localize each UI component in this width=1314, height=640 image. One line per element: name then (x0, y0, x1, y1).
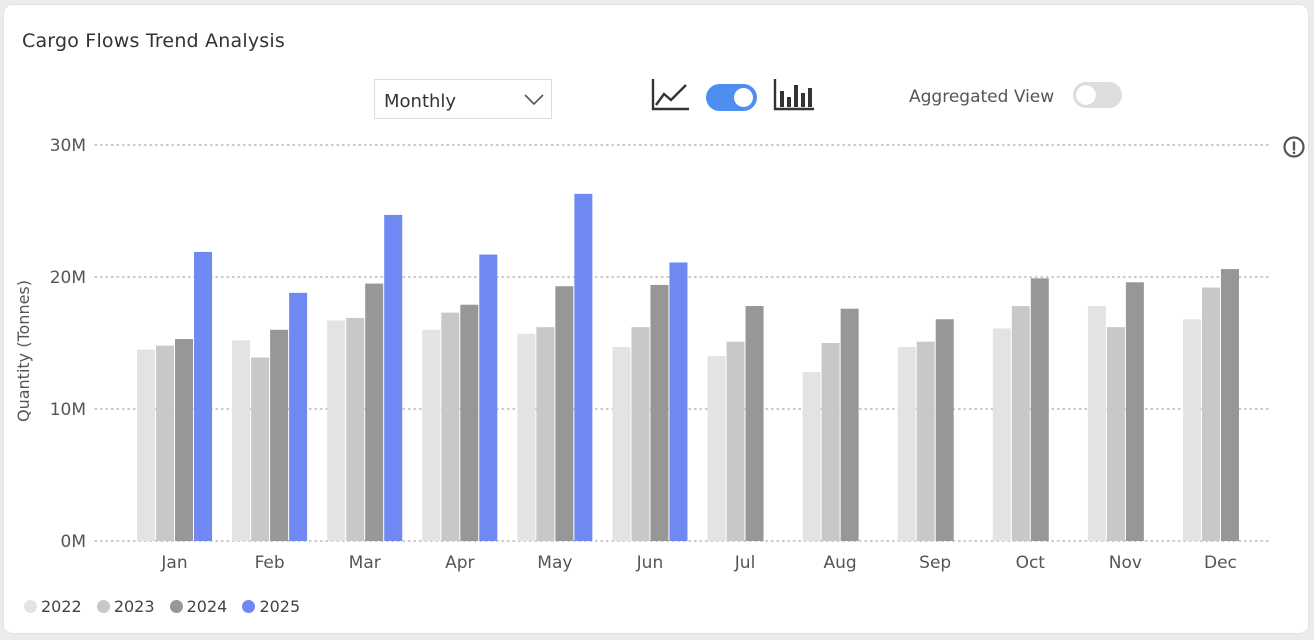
legend-label: 2024 (186, 597, 228, 616)
x-tick-label: Jun (636, 553, 664, 573)
bar-2025-may (574, 193, 593, 541)
bar-2023-jul (726, 341, 745, 541)
info-icon[interactable] (1282, 135, 1306, 159)
bar-2022-jul (707, 356, 726, 541)
x-tick-label: Dec (1204, 553, 1237, 573)
bar-2024-apr (460, 304, 479, 541)
x-tick-label: Aug (824, 553, 857, 573)
period-dropdown[interactable]: Monthly (374, 79, 552, 119)
bar-2025-apr (479, 254, 498, 541)
x-tick-label: Sep (919, 553, 951, 573)
bar-2025-jun (669, 262, 688, 541)
bar-2023-may (536, 327, 555, 541)
bar-2024-nov (1125, 282, 1144, 541)
chevron-down-icon (524, 94, 544, 106)
x-tick-label: Nov (1109, 553, 1142, 573)
bar-2024-jun (650, 284, 669, 541)
chart-legend: 2022 2023 2024 2025 (24, 596, 310, 620)
chart-type-toggle[interactable] (706, 84, 757, 111)
y-tick-label: 0M (61, 532, 86, 552)
bar-2024-mar (365, 283, 384, 541)
legend-swatch (242, 600, 256, 613)
legend-item-2022[interactable]: 2022 (24, 596, 82, 616)
bar-2024-may (555, 286, 574, 541)
bar-2023-dec (1201, 287, 1220, 541)
bar-2024-jan (175, 339, 194, 541)
bar-2024-aug (840, 308, 859, 541)
chart-title: Cargo Flows Trend Analysis (22, 30, 285, 52)
bar-2024-feb (270, 329, 289, 541)
x-tick-label: Mar (349, 553, 381, 573)
x-tick-label: May (537, 553, 572, 573)
bar-2022-feb (232, 340, 251, 541)
y-tick-label: 30M (50, 136, 86, 156)
x-tick-label: Jul (734, 553, 756, 573)
bar-2022-aug (802, 372, 821, 541)
bar-2022-nov (1087, 306, 1106, 541)
legend-label: 2025 (259, 597, 301, 616)
bar-2023-mar (346, 317, 365, 541)
bar-chart-icon[interactable] (772, 77, 816, 113)
bar-2025-mar (384, 214, 403, 541)
x-tick-label: Jan (160, 553, 187, 573)
toggle-knob (1076, 85, 1096, 105)
bar-2025-feb (289, 292, 308, 541)
y-tick-label: 10M (50, 400, 86, 420)
aggregated-view-label: Aggregated View (909, 87, 1055, 107)
legend-item-2025[interactable]: 2025 (242, 596, 300, 616)
legend-item-2023[interactable]: 2023 (96, 596, 155, 616)
bar-2023-aug (821, 343, 840, 541)
bar-2023-oct (1011, 306, 1030, 541)
bar-2024-dec (1220, 269, 1239, 541)
bar-2023-sep (916, 341, 935, 541)
bar-2025-jan (194, 251, 213, 542)
bar-2024-sep (935, 319, 954, 541)
bar-2023-apr (441, 312, 460, 541)
legend-swatch (96, 600, 110, 613)
legend-label: 2023 (113, 597, 155, 616)
bar-2022-jan (137, 349, 156, 541)
bar-2022-mar (327, 320, 346, 541)
bar-2022-dec (1182, 319, 1201, 541)
bar-2022-may (517, 333, 536, 541)
aggregated-view-toggle[interactable] (1073, 82, 1122, 108)
x-tick-label: Oct (1016, 553, 1046, 573)
legend-label: 2022 (41, 597, 82, 616)
legend-swatch (24, 600, 37, 613)
period-dropdown-value: Monthly (384, 91, 457, 112)
bar-2022-jun (612, 346, 631, 541)
x-tick-label: Feb (255, 553, 285, 573)
bar-2023-nov (1106, 327, 1125, 541)
bar-2023-jan (156, 345, 175, 541)
y-tick-label: 20M (50, 268, 86, 288)
bar-2024-jul (745, 306, 764, 541)
bar-2022-sep (897, 346, 916, 541)
legend-swatch (169, 600, 183, 613)
bar-2022-apr (422, 329, 441, 541)
line-chart-icon[interactable] (649, 77, 691, 113)
x-tick-label: Apr (445, 553, 474, 573)
bar-2022-oct (992, 328, 1011, 541)
toggle-knob (734, 88, 753, 107)
bar-2023-feb (251, 357, 270, 541)
y-axis-label: Quantity (Tonnes) (14, 280, 33, 422)
bar-2024-oct (1030, 278, 1049, 541)
legend-item-2024[interactable]: 2024 (169, 596, 228, 616)
bar-2023-jun (631, 327, 650, 541)
